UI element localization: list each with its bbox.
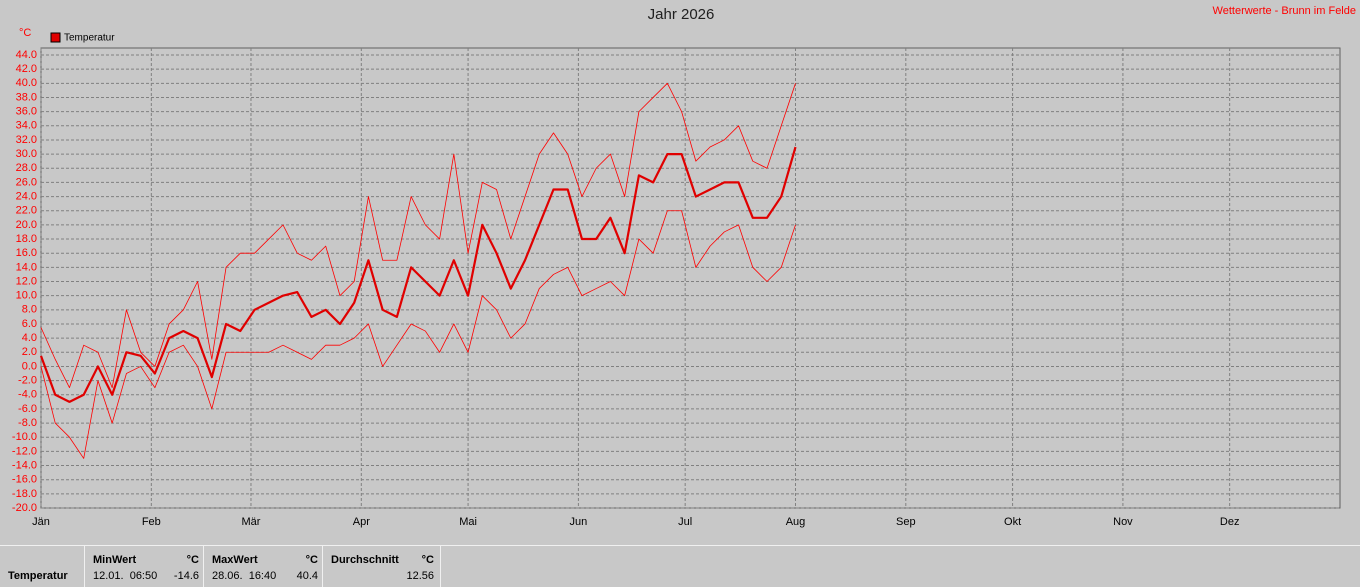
y-tick-label: 24.0 bbox=[16, 190, 37, 202]
y-tick-label: 26.0 bbox=[16, 176, 37, 188]
x-tick-label: Okt bbox=[1004, 516, 1021, 528]
plot-frame bbox=[40, 47, 1341, 509]
y-tick-label: 42.0 bbox=[16, 63, 37, 75]
x-tick-label: Sep bbox=[896, 516, 916, 528]
y-tick-label: 44.0 bbox=[16, 49, 37, 61]
y-tick-label: 22.0 bbox=[16, 205, 37, 217]
y-tick-label: -16.0 bbox=[12, 474, 37, 486]
stats-panel: Temperatur MinWert °C 12.01. 06:50 -14.6… bbox=[0, 545, 1360, 587]
y-tick-label: 18.0 bbox=[16, 233, 37, 245]
series-line bbox=[40, 210, 796, 459]
x-tick-label: Dez bbox=[1220, 516, 1240, 528]
col-header: MinWert bbox=[93, 554, 137, 566]
series-line bbox=[39, 146, 797, 403]
y-tick-label: 6.0 bbox=[22, 318, 37, 330]
col-date: 28.06. 16:40 bbox=[212, 570, 277, 582]
y-tick-label: -6.0 bbox=[18, 403, 37, 415]
col-unit: °C bbox=[186, 554, 199, 566]
col-unit: °C bbox=[305, 554, 318, 566]
col-header: MaxWert bbox=[212, 554, 258, 566]
col-date: 12.01. 06:50 bbox=[93, 570, 158, 582]
y-tick-label: -12.0 bbox=[12, 445, 37, 457]
y-tick-label: -4.0 bbox=[18, 389, 37, 401]
y-tick-label: 40.0 bbox=[16, 77, 37, 89]
y-tick-label: -18.0 bbox=[12, 488, 37, 500]
y-tick-label: 16.0 bbox=[16, 247, 37, 259]
x-tick-label: Jun bbox=[570, 516, 588, 528]
col-value: 40.4 bbox=[296, 570, 318, 582]
x-tick-label: Nov bbox=[1113, 516, 1133, 528]
y-tick-label: -20.0 bbox=[12, 502, 37, 514]
x-tick-label: Mai bbox=[459, 516, 477, 528]
y-tick-label: 34.0 bbox=[16, 120, 37, 132]
y-tick-label: 14.0 bbox=[16, 261, 37, 273]
y-tick-label: 4.0 bbox=[22, 332, 37, 344]
col-value: 12.56 bbox=[406, 570, 434, 582]
source: Wetterwerte - Brunn im Felde bbox=[1213, 5, 1356, 17]
y-tick-label: 2.0 bbox=[22, 346, 37, 358]
col-unit: °C bbox=[421, 554, 434, 566]
x-tick-label: Apr bbox=[353, 516, 370, 528]
y-tick-label: 20.0 bbox=[16, 219, 37, 231]
y-tick-label: -2.0 bbox=[18, 375, 37, 387]
y-tick-label: -8.0 bbox=[18, 417, 37, 429]
y-tick-label: 38.0 bbox=[16, 91, 37, 103]
y-tick-label: 0.0 bbox=[22, 360, 37, 372]
y-tick-label: -10.0 bbox=[12, 431, 37, 443]
x-tick-label: Aug bbox=[786, 516, 806, 528]
y-tick-label: 36.0 bbox=[16, 106, 37, 118]
series-line bbox=[40, 82, 796, 389]
x-tick-label: Jul bbox=[678, 516, 692, 528]
col-value: -14.6 bbox=[173, 570, 199, 582]
col-header: Durchschnitt bbox=[331, 554, 399, 566]
x-tick-label: Feb bbox=[142, 516, 161, 528]
y-tick-label: 28.0 bbox=[16, 162, 37, 174]
legend-swatch bbox=[50, 32, 61, 43]
x-tick-label: Mär bbox=[241, 516, 260, 528]
chart: Jahr 2026 Wetterwerte - Brunn im Felde °… bbox=[12, 5, 1356, 528]
y-tick-label: 30.0 bbox=[16, 148, 37, 160]
y-tick-label: 8.0 bbox=[22, 304, 37, 316]
chart-title: Jahr 2026 bbox=[648, 6, 715, 23]
y-tick-label: 12.0 bbox=[16, 275, 37, 287]
y-tick-label: 32.0 bbox=[16, 134, 37, 146]
y-tick-label: -14.0 bbox=[12, 459, 37, 471]
row-label: Temperatur bbox=[8, 570, 68, 582]
x-tick-label: Jän bbox=[32, 516, 50, 528]
y-unit: °C bbox=[19, 27, 31, 39]
y-tick-label: 10.0 bbox=[16, 290, 37, 302]
legend-label: Temperatur bbox=[64, 33, 115, 44]
